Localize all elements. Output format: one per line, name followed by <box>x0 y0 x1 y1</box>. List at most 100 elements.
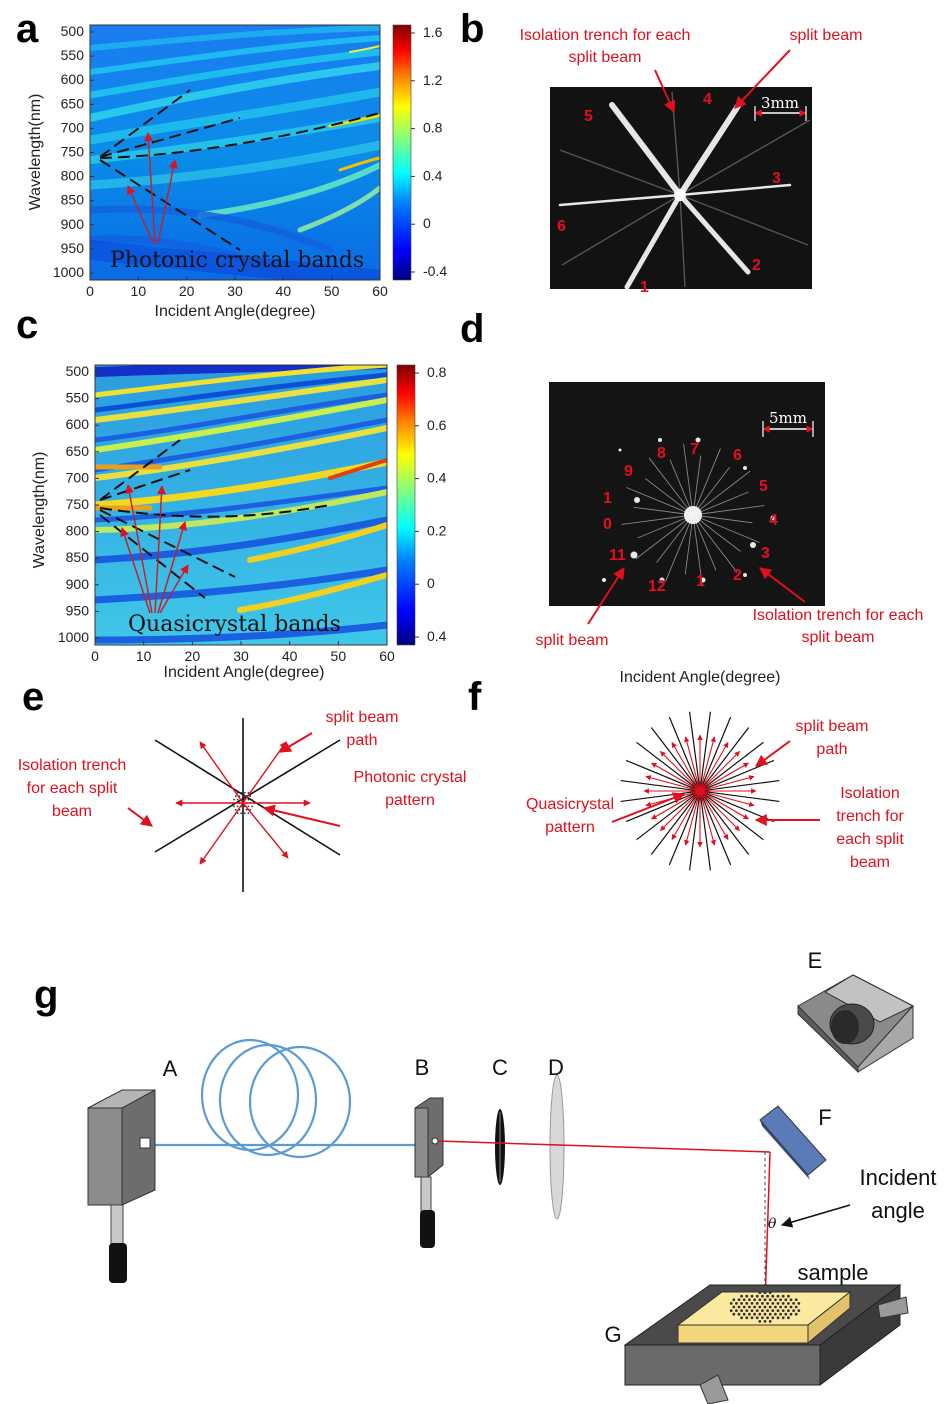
beam-d-7: 7 <box>690 441 699 458</box>
beam-d-2: 2 <box>733 567 742 584</box>
beam-line <box>651 762 701 792</box>
stage-g <box>623 1284 909 1404</box>
label-G: G <box>604 1322 621 1347</box>
incident-label-2: angle <box>871 1198 925 1223</box>
schematic-f-quasi-arrow <box>611 792 686 823</box>
beam-d-9: 9 <box>624 463 633 480</box>
source-a <box>87 1089 156 1283</box>
ray <box>692 514 760 543</box>
ray <box>692 448 721 516</box>
ray <box>692 455 702 516</box>
ray <box>692 514 703 587</box>
heatmap-a-annotation: Photonic crystal bands <box>110 248 364 273</box>
photo-d-trench-arrow <box>759 567 806 603</box>
ray <box>692 470 751 516</box>
x-tick-label: 50 <box>331 648 347 664</box>
panel-label-c: c <box>16 303 38 347</box>
sample-label: sample <box>798 1260 869 1285</box>
y-tick-label: 900 <box>66 576 90 592</box>
y-tick-label: 950 <box>66 602 90 618</box>
heatmap-c-annotation: Quasicrystal bands <box>128 612 341 637</box>
y-tick-label: 900 <box>61 216 85 232</box>
x-tick-label: 50 <box>324 283 340 299</box>
beam-d-8: 8 <box>657 445 666 462</box>
schematic-f: split beam path Quasicrystal pattern Iso… <box>526 711 904 871</box>
y-tick-label: 750 <box>66 496 90 512</box>
ray <box>692 505 765 516</box>
schematic-f-quasi-1: Quasicrystal <box>526 796 614 813</box>
beam-line <box>651 790 701 820</box>
photo-b-center-spot <box>674 189 686 201</box>
colorbar-c-ticks: 0.8 0.6 0.4 0.2 0 0.4 <box>415 364 447 644</box>
x-tick-label: 30 <box>227 283 243 299</box>
beam-line <box>699 742 729 792</box>
beam-line <box>699 762 749 792</box>
photo-d-center-spot <box>684 506 702 524</box>
schematic-f-split-arrow <box>755 740 791 767</box>
beam-d-11: 11 <box>609 547 626 564</box>
photo-d-scale: 5mm <box>762 409 814 437</box>
beam-d-10b: 0 <box>603 516 612 533</box>
x-tick-label: 0 <box>86 283 94 299</box>
label-B: B <box>415 1055 430 1080</box>
schematic-f-trench-2: trench for <box>836 808 904 825</box>
ray <box>692 467 730 516</box>
panel-label-b: b <box>460 7 484 51</box>
colorbar-tick-label: 0 <box>427 575 435 591</box>
colorbar-a <box>392 24 412 281</box>
schematic-f-trench-3: each split <box>836 831 904 848</box>
beam-b-4: 4 <box>703 91 712 108</box>
beam-d-5: 5 <box>759 478 768 495</box>
x-tick-label: 10 <box>136 648 152 664</box>
camera-e <box>797 974 915 1074</box>
heatmap-c-xlabel: Incident Angle(degree) <box>164 664 325 681</box>
photo-b-scale: 3mm <box>754 94 807 121</box>
y-tick-label: 700 <box>66 469 90 485</box>
heatmap-a-ticks: 0 10 20 30 40 50 60 500 550 600 650 700 750 800 850 900… <box>53 23 388 299</box>
label-C: C <box>492 1055 508 1080</box>
colorbar-tick-label: 0.8 <box>427 364 447 380</box>
optic-d-lens <box>549 1074 565 1220</box>
beam-line <box>699 790 755 807</box>
beam-line <box>699 775 755 792</box>
label-E: E <box>808 948 823 973</box>
label-D: D <box>548 1055 564 1080</box>
y-tick-label: 550 <box>66 390 90 406</box>
schematic-e-split-arrow <box>278 732 313 753</box>
heatmap-c-ticks: 0 10 20 30 40 50 60 500 550 600 650 700 750 800 850 900… <box>58 363 395 664</box>
schematic-e-trench-2: for each split <box>27 780 118 797</box>
x-tick-label: 60 <box>379 648 395 664</box>
colorbar-tick-label: 1.6 <box>423 24 443 40</box>
y-tick-label: 1000 <box>58 629 89 645</box>
y-tick-label: 850 <box>66 549 90 565</box>
incident-label-1: Incident <box>859 1165 936 1190</box>
colorbar-tick-label: 0.4 <box>427 470 447 486</box>
optic-b <box>414 1097 444 1248</box>
optic-c <box>495 1109 505 1185</box>
ray <box>635 514 694 560</box>
laser-beam <box>437 1140 771 1306</box>
beam-line <box>660 790 701 831</box>
colorbar-tick-label: 0.6 <box>427 417 447 433</box>
beam-line <box>699 736 716 792</box>
ray <box>648 457 694 516</box>
photo-d-bg <box>549 382 825 606</box>
schematic-e-pattern-arrow <box>262 804 341 827</box>
beam-line <box>699 790 716 846</box>
schematic-f-split-2: path <box>816 741 847 758</box>
beam-line <box>671 790 701 840</box>
beam-b-1: 1 <box>640 279 649 296</box>
panel-label-a: a <box>16 7 39 51</box>
schematic-e-pattern-2: pattern <box>385 792 435 809</box>
heatmap-a-ylabel: Wavelength(nm) <box>27 94 44 211</box>
beam-line <box>645 775 701 792</box>
heatmap-a-bands <box>90 25 380 280</box>
ray <box>665 514 694 582</box>
y-tick-label: 800 <box>61 168 85 184</box>
x-tick-label: 40 <box>282 648 298 664</box>
beam-d-3: 3 <box>761 545 770 562</box>
photo-d-trench-label-2: split beam <box>802 629 875 646</box>
beam-d-10a: 1 <box>603 490 612 507</box>
ray <box>633 506 694 516</box>
